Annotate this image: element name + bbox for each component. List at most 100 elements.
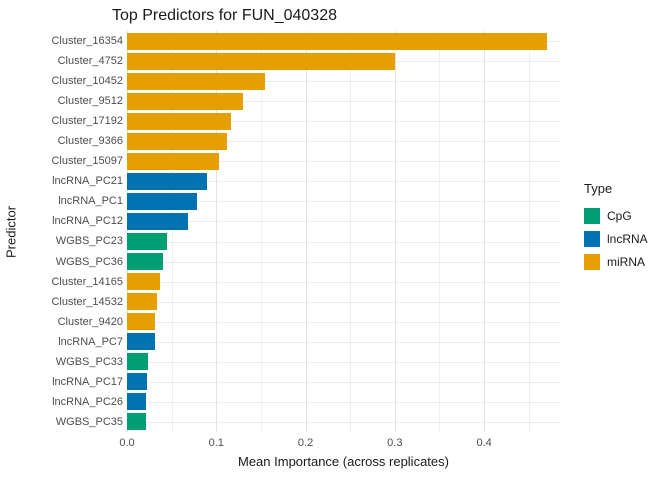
bar-Cluster_14532 [127,293,158,311]
horizontal-gridline [127,101,560,103]
minor-gridline [350,31,352,432]
y-tick-label: Cluster_17192 [51,115,123,128]
y-tick-label: lncRNA_PC21 [52,175,123,188]
bar-lncRNA_PC26 [127,393,146,411]
y-tick-label: Cluster_9420 [57,315,123,328]
bar-lncRNA_PC7 [127,333,155,351]
bar-WGBS_PC23 [127,232,168,250]
y-tick-label: lncRNA_PC12 [52,215,123,228]
bar-row [127,231,560,251]
x-tick-label: 0.4 [476,437,492,449]
bar-row [127,71,560,91]
gridlines [127,31,560,432]
bar-lncRNA_PC1 [127,192,197,210]
bar-row [127,252,560,272]
bar-row [127,51,560,71]
bar-row [127,412,560,432]
bar-WGBS_PC35 [127,413,146,431]
horizontal-gridline [127,381,560,383]
bar-row [127,171,560,191]
horizontal-gridline [127,301,560,303]
legend-swatch-lncRNA [584,230,600,247]
horizontal-gridline [127,121,560,123]
legend-label: miRNA [607,254,645,269]
bar-row [127,392,560,412]
bar-rows [127,31,560,432]
y-tick-label: WGBS_PC33 [55,355,123,368]
y-tick-label: Cluster_14532 [51,295,123,308]
bar-row [127,191,560,211]
y-tick-label: WGBS_PC36 [55,255,123,268]
horizontal-gridline [127,161,560,163]
y-tick-label: WGBS_PC23 [55,235,123,248]
bar-row [127,131,560,151]
y-tick-label: Cluster_10452 [51,75,123,88]
y-axis-tick-labels: Cluster_16354 Cluster_4752 Cluster_10452 Cl… [22,31,123,432]
bar-row [127,352,560,372]
bar-WGBS_PC36 [127,253,163,271]
bar-Cluster_9366 [127,132,227,150]
y-tick-label: Cluster_16354 [51,35,123,48]
x-tick-label: 0.1 [208,437,224,449]
x-tick-label: 0.3 [387,437,403,449]
horizontal-gridline [127,201,560,203]
y-tick-label: Cluster_15097 [51,155,123,168]
minor-gridline [260,31,262,432]
y-axis-title: Predictor [3,205,19,258]
horizontal-gridline [127,401,560,403]
minor-gridline [171,31,173,432]
horizontal-gridline [127,281,560,283]
bar-WGBS_PC33 [127,353,148,371]
legend-label: lncRNA [607,231,648,246]
legend-item-miRNA: miRNA [584,250,648,273]
minor-gridline [439,31,441,432]
y-tick-label: lncRNA_PC26 [52,395,123,408]
horizontal-gridline [127,241,560,243]
legend-label: CpG [607,208,632,223]
minor-gridline [528,31,530,432]
legend-item-CpG: CpG [584,204,648,227]
bar-Cluster_15097 [127,152,219,170]
y-tick-label: Cluster_9512 [57,95,123,108]
bar-row [127,332,560,352]
bar-row [127,31,560,51]
bar-Cluster_9512 [127,92,244,110]
horizontal-gridline [127,181,560,183]
bar-lncRNA_PC21 [127,172,208,190]
bar-row [127,151,560,171]
y-tick-label: WGBS_PC35 [55,415,123,428]
major-gridline [305,31,307,432]
y-tick-label: lncRNA_PC7 [58,335,123,348]
bar-row [127,292,560,312]
bar-lncRNA_PC17 [127,373,147,391]
bar-Cluster_16354 [127,32,547,50]
x-axis-title: Mean Importance (across replicates) [238,454,449,469]
legend-title: Type [584,181,613,196]
y-tick-label: lncRNA_PC1 [58,195,123,208]
legend-items: CpG lncRNA miRNA [584,204,648,273]
horizontal-gridline [127,261,560,263]
horizontal-gridline [127,221,560,223]
bar-Cluster_10452 [127,72,266,90]
x-tick-label: 0.2 [297,437,314,449]
bar-Cluster_4752 [127,52,395,70]
legend: Type CpG lncRNA miRNA [584,181,648,273]
x-tick-label: 0.0 [119,437,135,449]
bar-Cluster_9420 [127,313,155,331]
horizontal-gridline [127,81,560,83]
bar-lncRNA_PC12 [127,212,188,230]
bar-row [127,211,560,231]
bar-row [127,91,560,111]
major-gridline [394,31,396,432]
y-tick-label: lncRNA_PC17 [52,375,123,388]
legend-swatch-CpG [584,207,600,224]
x-axis-tick-labels: 0.0 0.1 0.2 0.3 0.4 [119,437,560,451]
horizontal-gridline [127,341,560,343]
bar-row [127,272,560,292]
legend-swatch-miRNA [584,253,600,270]
bar-Cluster_17192 [127,112,232,130]
plot-panel [127,31,560,432]
major-gridline [127,31,128,432]
horizontal-gridline [127,361,560,363]
